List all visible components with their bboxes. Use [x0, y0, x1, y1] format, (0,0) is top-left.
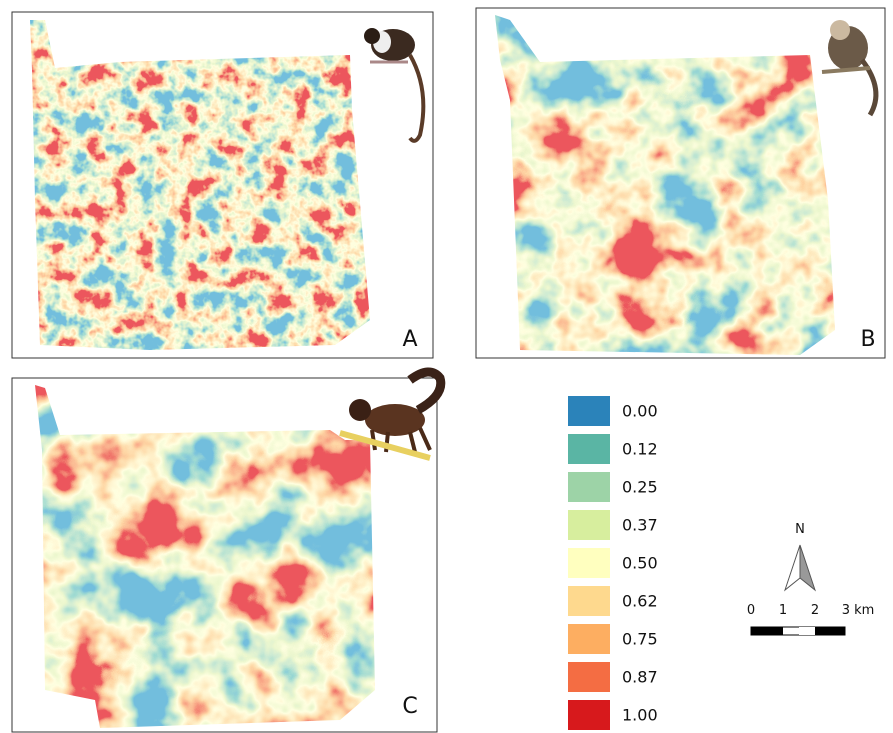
legend-swatch	[568, 396, 610, 426]
suitability-map	[493, 13, 838, 358]
legend-label: 0.50	[622, 554, 658, 573]
legend-label: 1.00	[622, 706, 658, 725]
legend-swatch	[568, 472, 610, 502]
panel-label: A	[402, 327, 417, 352]
north-arrow: N	[785, 522, 815, 590]
legend-swatch	[568, 548, 610, 578]
legend-label: 0.25	[622, 478, 658, 497]
scale-label: 1	[779, 603, 787, 618]
legend-swatch	[568, 624, 610, 654]
legend-label: 0.12	[622, 440, 658, 459]
panel-label: C	[402, 694, 417, 719]
figure: A B C 0.00 0.12 0.25 0.37 0.50 0.62 0.75 0.87 1.00…	[0, 0, 893, 733]
legend: 0.00 0.12 0.25 0.37 0.50 0.62 0.75 0.87 1.00	[568, 396, 658, 730]
legend-label: 0.37	[622, 516, 658, 535]
animal-a	[364, 28, 423, 141]
legend-label: 0.75	[622, 630, 658, 649]
north-label: N	[795, 522, 805, 537]
legend-swatch	[568, 586, 610, 616]
legend-label: 0.87	[622, 668, 658, 687]
scale-bar	[751, 627, 845, 635]
legend-swatch	[568, 510, 610, 540]
legend-swatch	[568, 434, 610, 464]
legend-swatch	[568, 700, 610, 730]
legend-label: 0.00	[622, 402, 658, 421]
scale-label: 2	[811, 603, 819, 618]
legend-label: 0.62	[622, 592, 658, 611]
animal-b	[822, 20, 876, 115]
scale-label: 0	[747, 603, 755, 618]
legend-swatch	[568, 662, 610, 692]
suitability-map	[28, 18, 373, 353]
scale-label: 3 km	[842, 603, 875, 618]
suitability-map	[33, 383, 378, 730]
panel-label: B	[860, 327, 875, 352]
